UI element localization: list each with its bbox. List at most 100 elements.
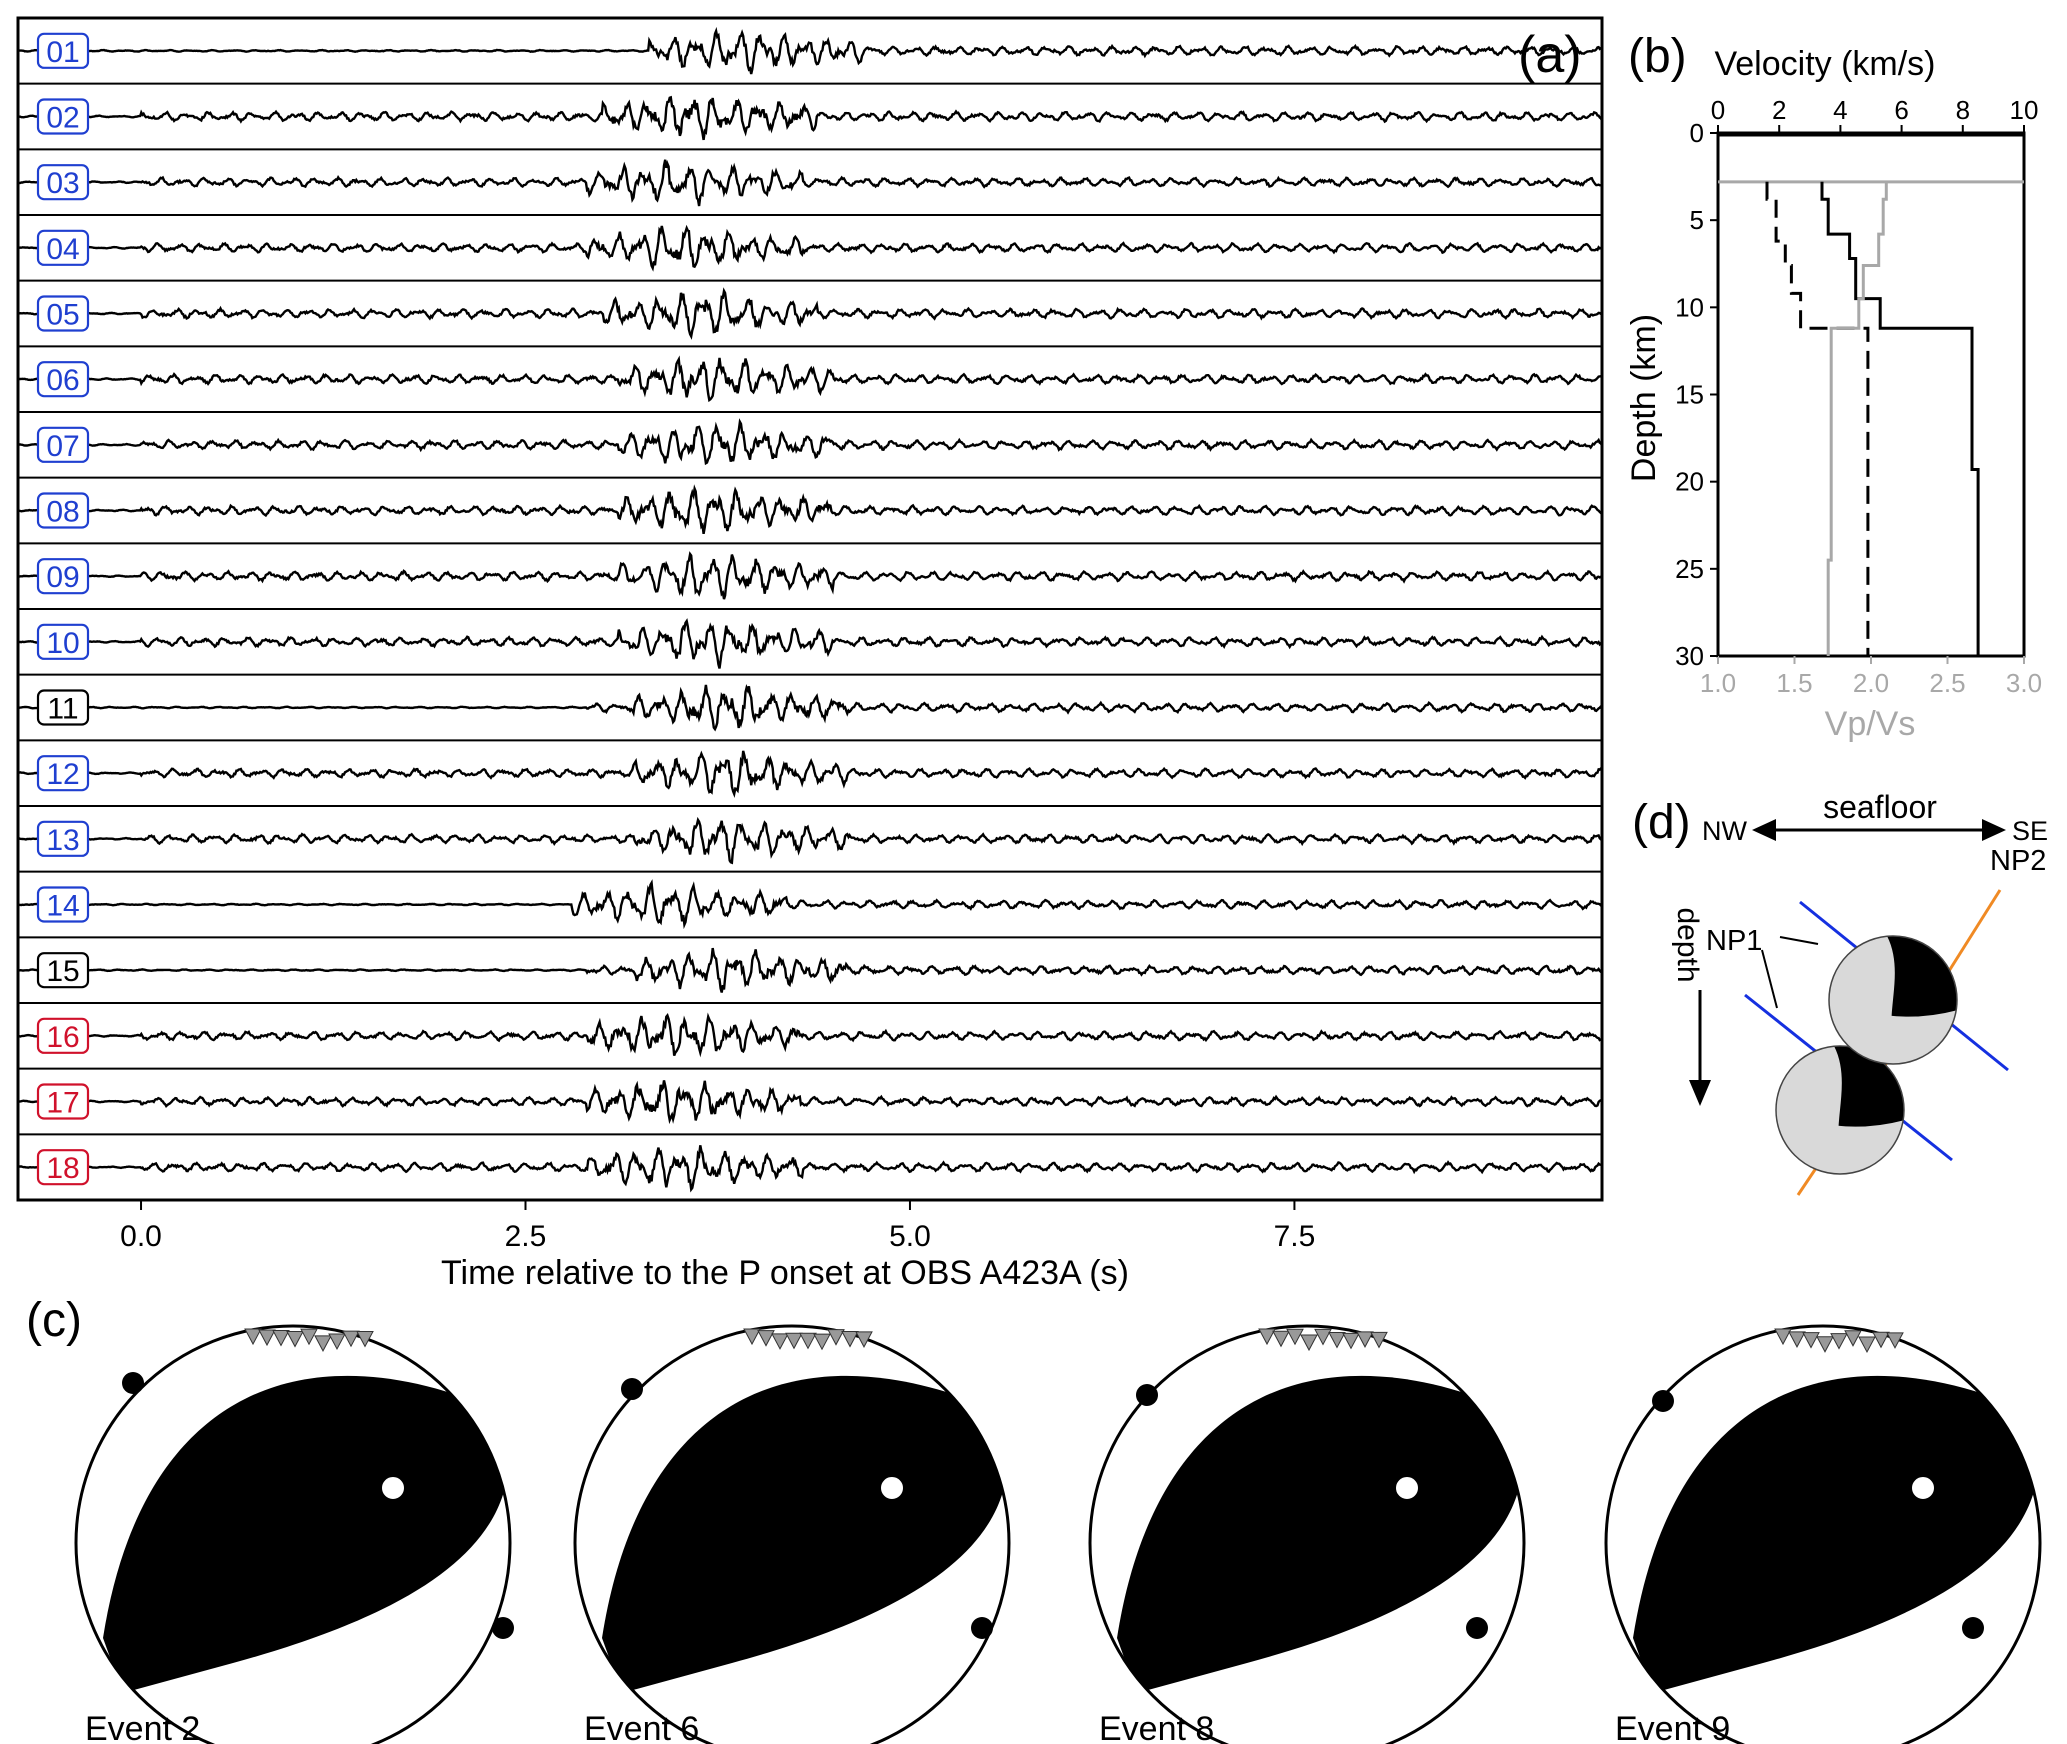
velocity-tick-label: 8 (1956, 95, 1970, 125)
x-tick-label: 0.0 (120, 1220, 162, 1253)
panel-d-label: (d) (1632, 796, 1691, 849)
trace-label-box (36, 229, 90, 266)
dilatation-marker (785, 1332, 803, 1350)
trace-label: 02 (46, 102, 79, 135)
dilatation-marker (1258, 1328, 1276, 1346)
event-label: Event 9 (1615, 1710, 1730, 1744)
focal-sphere-outline (1604, 1324, 2042, 1744)
dilatation-marker (855, 1331, 873, 1348)
waveform-trace-14 (18, 879, 1603, 930)
dilatation-marker (813, 1333, 831, 1351)
waveform-trace-06 (17, 355, 1603, 403)
trace-label-box (36, 886, 90, 923)
trace-label-box (36, 492, 90, 529)
trace-label-box (36, 689, 90, 726)
trace-label: 07 (46, 430, 79, 463)
trace-label: 10 (46, 627, 79, 660)
dilatation-marker (1370, 1331, 1388, 1349)
event-label: Event 8 (1099, 1710, 1214, 1744)
dilatation-marker (244, 1328, 262, 1346)
np2-label: NP2 (1990, 845, 2046, 877)
dilatation-marker (356, 1330, 374, 1348)
dilatation-marker (1342, 1332, 1360, 1350)
depth-tick-label: 30 (1675, 641, 1704, 671)
depth-tick-label: 25 (1675, 554, 1704, 584)
trace-label: 01 (46, 36, 79, 69)
dilatation-marker (328, 1333, 346, 1351)
dilatation-marker (1314, 1328, 1332, 1346)
depth-tick-label: 15 (1675, 380, 1704, 410)
waveform-trace-15 (17, 947, 1603, 993)
dilatation-marker (1872, 1331, 1890, 1349)
dilatation-marker (1286, 1328, 1304, 1346)
dilatation-marker (1802, 1332, 1820, 1349)
panel-b-label: (b) (1628, 30, 1687, 83)
trace-label-box (36, 820, 90, 857)
dilatation-marker (300, 1328, 318, 1346)
event-label: Event 2 (85, 1710, 200, 1744)
depth-arrowhead (1689, 1080, 1711, 1106)
trace-label-box (36, 98, 90, 135)
dilatation-marker (841, 1331, 859, 1348)
focal-mechanism-1: Event 2 (74, 1324, 514, 1744)
waveform-trace-02 (17, 95, 1604, 141)
dilatation-marker (827, 1329, 845, 1346)
dilatation-marker (1844, 1330, 1862, 1347)
station-marker (1910, 1475, 1936, 1501)
waveform-trace-08 (17, 484, 1603, 535)
waveform-trace-11 (17, 684, 1603, 732)
panel-c-focal-mechanisms: (c) Event 2 Event 6 Event 8 Event 9 (26, 1294, 2042, 1744)
trace-label-box (36, 1083, 90, 1120)
dilatation-marker (1788, 1331, 1806, 1348)
trace-label-box (36, 164, 90, 201)
depth-label: depth (1671, 907, 1704, 982)
depth-tick-label: 10 (1675, 292, 1704, 322)
panel-b-x2label: Vp/Vs (1825, 705, 1916, 743)
trace-label: 06 (46, 364, 79, 397)
trace-label: 11 (47, 693, 78, 726)
trace-label: 17 (46, 1087, 79, 1120)
focal-mechanism-4: Event 9 (1604, 1324, 2042, 1744)
dilatation-marker (314, 1335, 332, 1352)
dilatation-marker (1356, 1331, 1374, 1348)
seafloor-arrowhead-left (1752, 819, 1776, 841)
waveform-trace-13 (17, 816, 1603, 865)
dilatation-marker (1886, 1332, 1904, 1349)
dilatation-marker (771, 1333, 789, 1350)
vpvs-tick-label: 2.0 (1853, 668, 1889, 698)
compression-marker (1136, 1384, 1158, 1406)
x-tick-label: 5.0 (889, 1220, 931, 1253)
velocity-profile-solid-black (1820, 181, 1980, 656)
beachball-outline (1775, 1045, 1905, 1175)
vpvs-tick-label: 1.5 (1776, 668, 1812, 698)
beachball-outline (1828, 935, 1958, 1065)
compressional-quadrant (602, 1375, 1009, 1693)
seafloor-arrowhead-right (1982, 819, 2006, 841)
velocity-tick-label: 6 (1894, 95, 1908, 125)
trace-label: 04 (46, 233, 79, 266)
trace-label-box (36, 952, 90, 989)
panel-a-label: (a) (1518, 26, 1582, 84)
dilatation-marker (1272, 1330, 1290, 1348)
trace-label: 15 (46, 955, 79, 988)
depth-tick-label: 20 (1675, 467, 1704, 497)
waveform-trace-03 (18, 159, 1603, 207)
np1-label: NP1 (1706, 925, 1762, 957)
velocity-tick-label: 2 (1772, 95, 1786, 125)
panel-d-fault-sketch: (d) NW SE seafloor depth NP1 NP2 (1632, 789, 2048, 1196)
station-marker (1394, 1475, 1420, 1501)
velocity-profile-solid-gray (1826, 181, 1888, 656)
depth-tick-label: 0 (1690, 118, 1704, 148)
trace-label: 09 (46, 561, 79, 594)
compression-marker (971, 1617, 993, 1639)
dilatation-marker (258, 1329, 276, 1347)
x-tick-label: 7.5 (1274, 1220, 1316, 1253)
panel-a-xlabel: Time relative to the P onset at OBS A423… (441, 1254, 1129, 1292)
compressional-quadrant (1117, 1375, 1524, 1693)
dilatation-marker (1816, 1336, 1834, 1353)
trace-label: 12 (46, 758, 79, 791)
dilatation-marker (342, 1330, 360, 1348)
waveform-trace-01 (17, 26, 1604, 75)
trace-label-box (36, 755, 90, 792)
